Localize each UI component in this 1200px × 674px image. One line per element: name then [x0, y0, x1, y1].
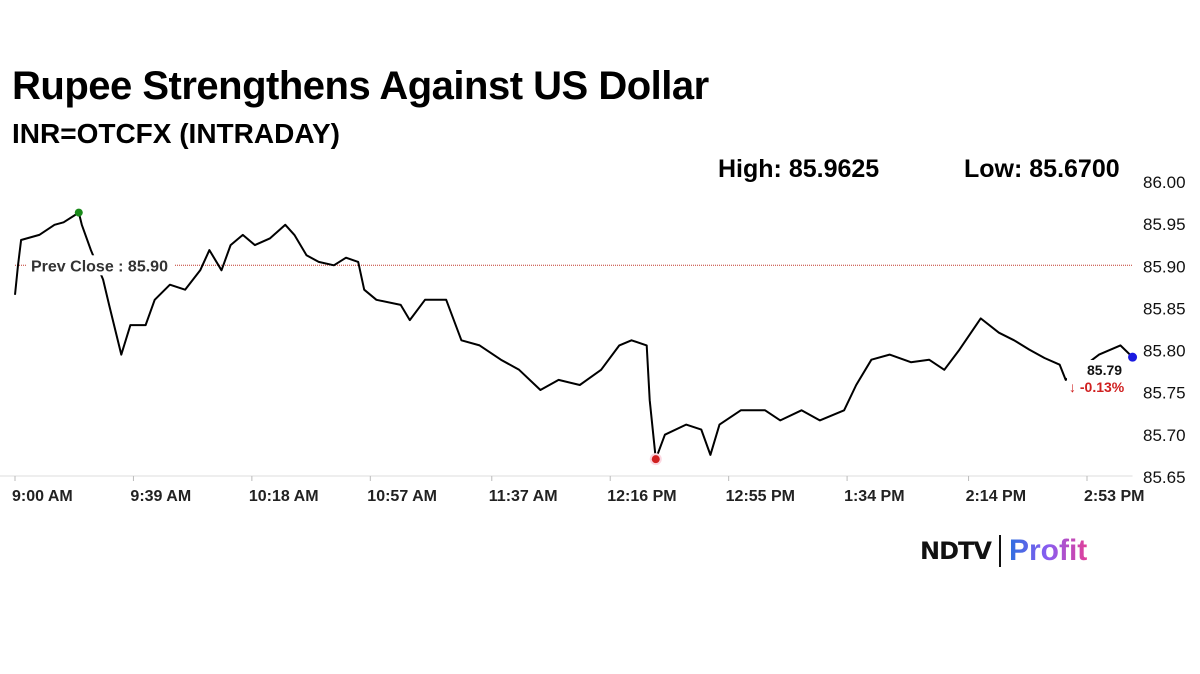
chart-subtitle: INR=OTCFX (INTRADAY) — [12, 118, 340, 149]
ndtv-profit-logo: NDTV Profit — [920, 533, 1087, 569]
x-tick-label: 10:18 AM — [249, 488, 319, 505]
chart-title: Rupee Strengthens Against US Dollar — [12, 64, 709, 108]
x-tick-label: 12:16 PM — [607, 488, 676, 505]
y-tick-label: 85.75 — [1143, 384, 1186, 403]
prev-close-label: Prev Close : 85.90 — [31, 258, 168, 275]
high-marker — [74, 208, 83, 217]
y-tick-label: 86.00 — [1143, 173, 1186, 192]
low-label: Low: 85.6700 — [964, 155, 1120, 183]
last-label-bg — [1067, 360, 1130, 396]
logo-divider — [998, 535, 1001, 567]
x-tick-label: 12:55 PM — [726, 488, 795, 505]
last-value-marker — [1128, 352, 1138, 362]
y-tick-label: 85.95 — [1143, 215, 1186, 234]
y-tick-label: 85.65 — [1143, 468, 1186, 487]
x-tick-label: 2:14 PM — [966, 488, 1026, 505]
high-label: High: 85.9625 — [718, 155, 880, 183]
prev-close-label-bg — [27, 255, 175, 276]
change-label: ↓ -0.13% — [1069, 379, 1125, 395]
y-tick-label: 85.80 — [1143, 342, 1186, 361]
logo-profit: Profit — [1008, 534, 1088, 567]
price-line — [14, 211, 1134, 461]
x-tick-label: 11:37 AM — [489, 488, 558, 505]
low-marker — [651, 455, 660, 464]
y-tick-label: 85.85 — [1143, 299, 1186, 318]
last-value-label: 85.79 — [1087, 362, 1122, 378]
x-tick-label: 9:00 AM — [12, 488, 73, 505]
x-tick-label: 10:57 AM — [367, 488, 437, 505]
x-tick-label: 2:53 PM — [1084, 488, 1144, 505]
y-tick-label: 85.70 — [1143, 426, 1186, 445]
x-tick-label: 9:39 AM — [130, 488, 191, 505]
x-tick-label: 1:34 PM — [844, 488, 904, 505]
y-tick-label: 85.90 — [1143, 257, 1186, 276]
logo-ndtv: NDTV — [920, 537, 992, 565]
